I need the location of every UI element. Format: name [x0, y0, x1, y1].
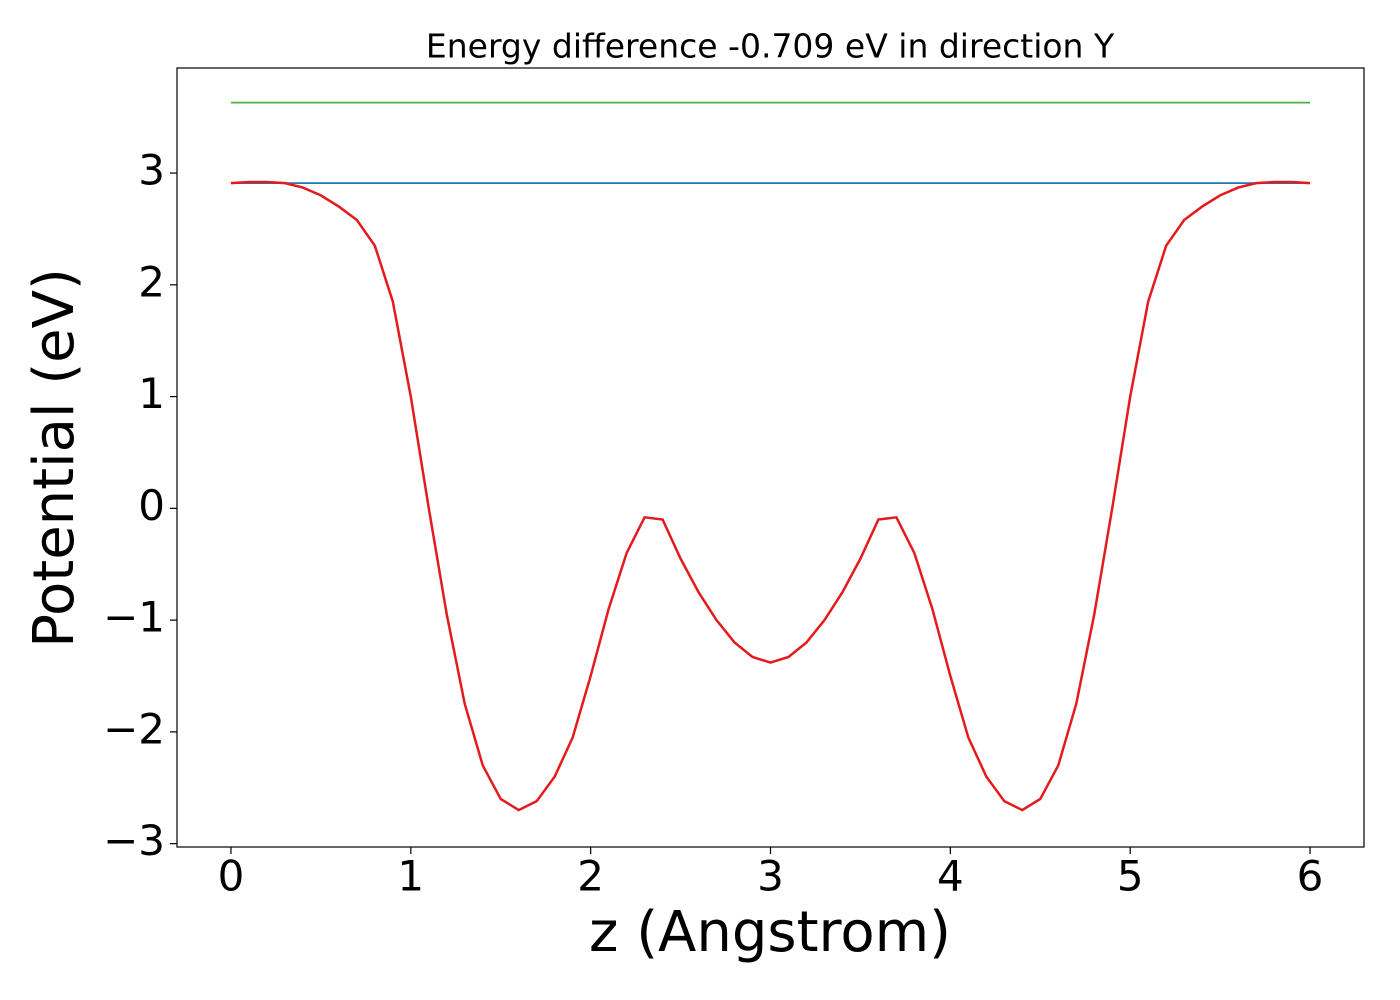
y-tick-label: 1 — [138, 369, 165, 418]
y-axis-label: Potential (eV) — [22, 268, 87, 648]
x-tick-label: 2 — [577, 852, 604, 901]
y-tick-label: 2 — [138, 257, 165, 306]
x-tick-label: 6 — [1297, 852, 1324, 901]
y-tick-label: −3 — [103, 816, 165, 865]
x-tick-label: 0 — [218, 852, 245, 901]
x-tick-label: 5 — [1117, 852, 1144, 901]
line-series — [230, 180, 1311, 812]
x-axis-label: z (Angstrom) — [589, 900, 951, 965]
y-tick-label: −2 — [103, 704, 165, 753]
y-tick-label: −1 — [103, 593, 165, 642]
plot-frame — [176, 67, 1365, 848]
x-tick-label: 4 — [937, 852, 964, 901]
x-tick-label: 3 — [757, 852, 784, 901]
y-tick-label: 0 — [138, 481, 165, 530]
chart-title: Energy difference -0.709 eV in direction… — [426, 27, 1115, 66]
x-tick-label: 1 — [397, 852, 424, 901]
y-tick-label: 3 — [138, 146, 165, 195]
